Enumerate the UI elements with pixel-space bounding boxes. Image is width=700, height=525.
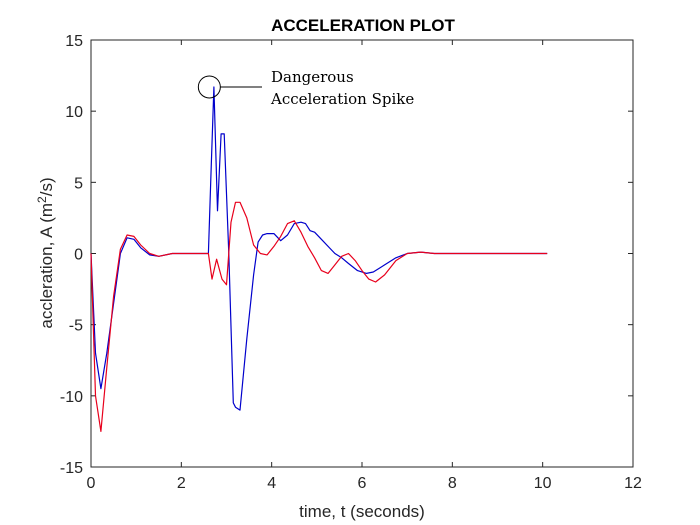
x-tick-label: 6 [358,475,367,492]
annotation-line-2: Acceleration Spike [270,90,414,108]
x-axis-label: time, t (seconds) [299,502,425,521]
y-tick-label: 10 [65,104,83,121]
x-tick-label: 10 [534,475,552,492]
x-tick-label: 0 [87,475,96,492]
x-tick-label: 8 [448,475,457,492]
chart-title: ACCELERATION PLOT [271,16,455,35]
y-tick-label: -15 [60,460,83,477]
x-tick-label: 12 [624,475,642,492]
series-line-red [90,201,548,432]
y-tick-label: 0 [74,247,83,264]
series-lines [90,86,548,432]
y-tick-label: -10 [60,389,83,406]
y-tick-label: -5 [69,318,83,335]
annotation-line-1: Dangerous [271,68,354,86]
y-axis-label: accleration, A (m2/s) [35,177,56,328]
series-line-blue [90,86,548,411]
y-tick-label: 15 [65,33,83,50]
y-tick-label: 5 [74,175,83,192]
spike-annotation: Dangerous Acceleration Spike [197,68,414,108]
x-tick-label: 4 [267,475,276,492]
x-tick-label: 2 [177,475,186,492]
axis-ticks: 0 2 4 6 8 10 12 -15 -10 -5 0 5 10 15 [60,33,642,492]
